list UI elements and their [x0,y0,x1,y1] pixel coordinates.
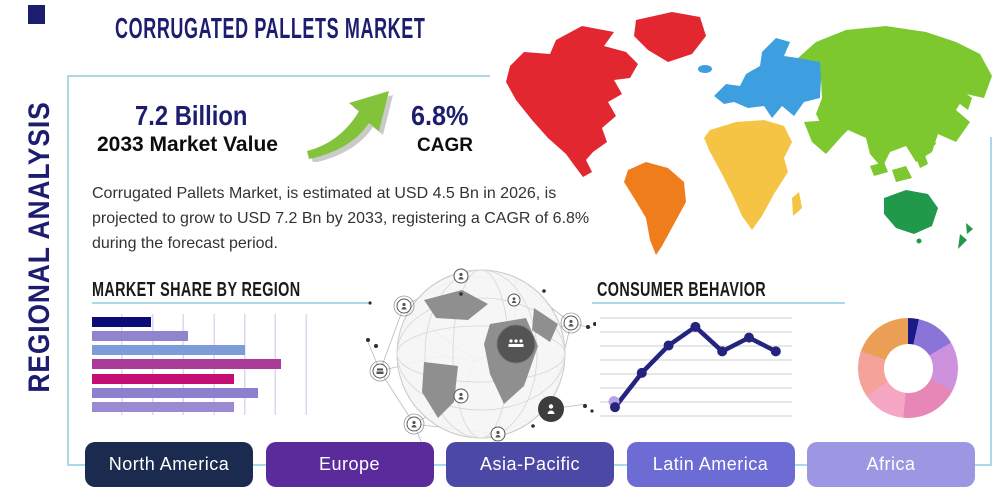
region-button-europe[interactable]: Europe [265,442,434,487]
market-share-bar-chart [92,314,307,415]
bar-region-4 [92,359,281,370]
world-map [506,12,992,255]
line-chart-point-5 [717,346,728,357]
region-button-north-america[interactable]: North America [85,442,253,487]
cagr-label: CAGR [417,135,473,156]
consumer-behavior-underline [592,302,845,304]
map-new-zealand [916,223,973,249]
region-button-latin-america[interactable]: Latin America [626,442,795,487]
map-australia [884,190,938,234]
region-button-africa[interactable]: Africa [807,442,975,487]
arrow-body [307,91,389,159]
sidebar-vertical-title: REGIONAL ANALYSIS [23,101,56,393]
market-description: Corrugated Pallets Market, is estimated … [92,185,590,252]
line-chart-point-4 [690,321,701,332]
frame-border-right [990,137,992,466]
line-chart-point-3 [663,340,674,351]
bar-region-3 [92,345,246,356]
consumer-behavior-heading: CONSUMER BEHAVIOR [597,279,767,301]
donut-hole [883,343,933,393]
map-arabia [804,120,842,154]
line-chart-series [608,321,781,413]
market-value-label: 2033 Market Value [97,133,278,156]
map-greenland [634,12,706,62]
bar-region-7 [92,401,234,412]
line-chart-gridlines [600,317,792,417]
line-chart-point-7 [770,346,781,357]
globe-network-graphic [366,268,596,442]
bar-region-1 [92,317,151,327]
map-north-america [506,26,638,177]
frame-border-top [67,75,490,77]
globe-meridians [396,269,566,439]
bar-region-2 [92,331,189,342]
cagr-stat: 6.8% [411,100,469,131]
line-chart-point-1 [610,402,620,413]
map-south-america [624,162,686,255]
map-africa [704,120,792,230]
market-value-stat: 7.2 Billion [135,100,248,131]
bar-region-6 [92,387,259,398]
market-share-heading: MARKET SHARE BY REGION [92,279,301,301]
map-japan [960,92,972,110]
globe-scatter-dots [366,289,596,428]
map-europe [714,38,822,118]
consumer-behavior-line-chart [600,317,792,417]
region-button-asia-pacific[interactable]: Asia-Pacific [446,442,614,487]
regional-donut-chart [858,318,958,418]
line-chart-point-2 [636,367,647,378]
map-asia [798,26,992,168]
corner-accent-square [28,5,45,24]
frame-border-left [67,75,69,466]
region-buttons-row: North America Europe Asia-Pacific Latin Ame… [85,442,975,487]
map-iceland [698,65,712,73]
map-southeast-asia-islands [870,132,936,182]
market-share-underline [92,302,368,304]
bar-region-5 [92,373,234,384]
map-madagascar [792,192,802,216]
page-title: CORRUGATED PALLETS MARKET [115,13,426,45]
growth-arrow-icon [307,91,393,162]
line-chart-point-6 [744,332,754,343]
globe-network-nodes [369,268,582,442]
